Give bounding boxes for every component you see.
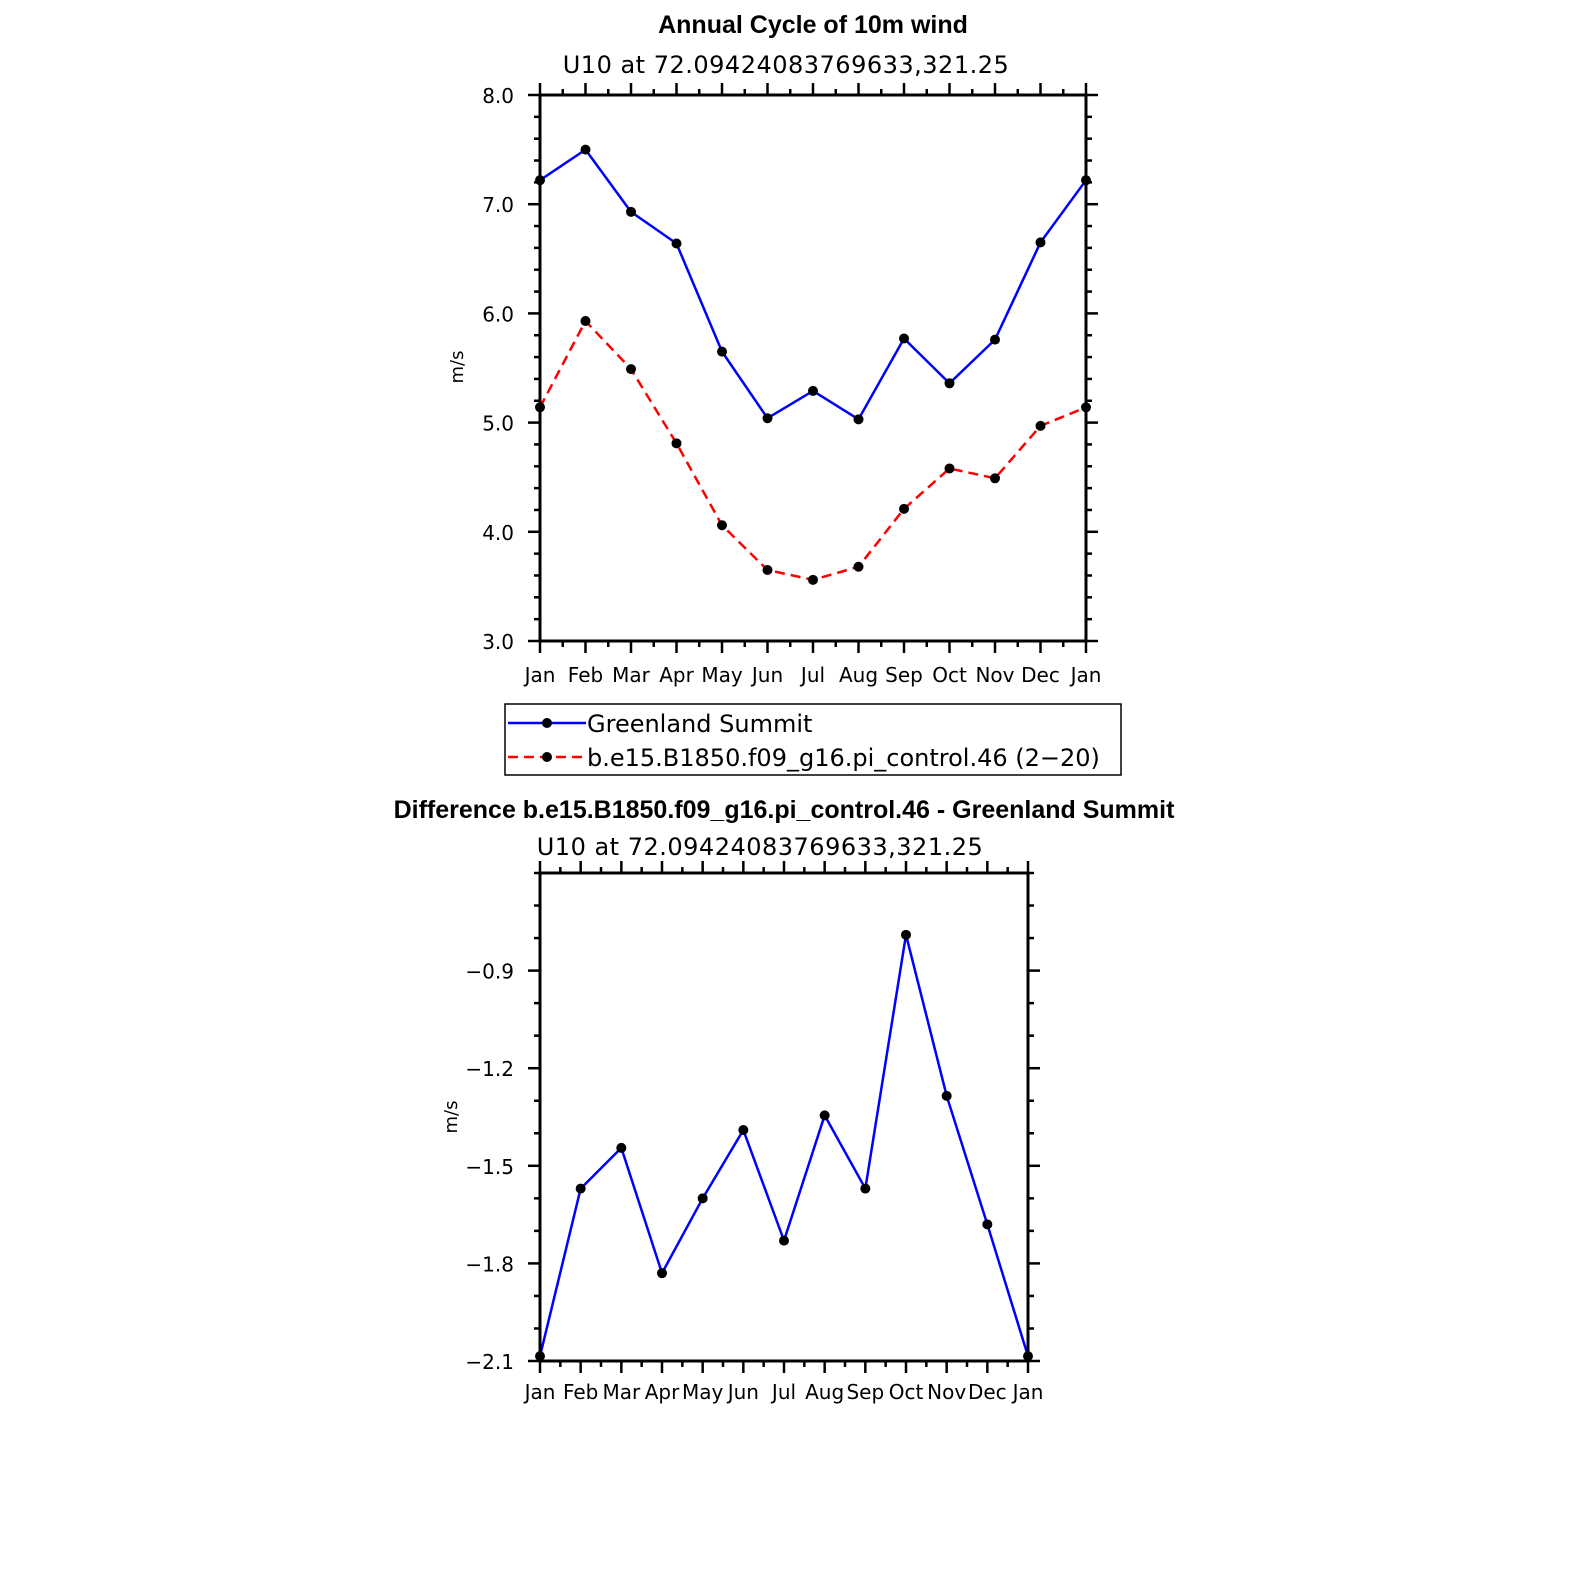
legend-frame (504, 703, 1122, 776)
data-point (941, 1090, 952, 1101)
data-point (899, 333, 909, 344)
x-tick-label: Jun (726, 1380, 759, 1404)
data-point (899, 503, 909, 514)
data-point (944, 378, 955, 389)
y-tick-label: −2.1 (465, 1350, 514, 1374)
data-point (626, 364, 636, 375)
y-tick-label: −0.9 (465, 960, 514, 984)
x-tick-label: May (701, 663, 743, 687)
series-line-1 (539, 148, 1088, 421)
chart-subtitle: U10 at 72.09424083769633,321.25 (537, 833, 984, 861)
y-tick-label: −1.2 (465, 1057, 514, 1081)
y-tick-label: 3.0 (482, 630, 514, 654)
chart-subtitle: U10 at 72.09424083769633,321.25 (563, 51, 1010, 79)
plot-frame (538, 871, 1030, 1363)
x-tick-label: Aug (839, 663, 878, 687)
data-point (697, 1193, 708, 1204)
data-point (762, 413, 773, 424)
data-point (671, 238, 682, 249)
series-line-2 (538, 319, 1087, 582)
x-tick-label: Oct (889, 1380, 924, 1404)
x-tick-label: Feb (563, 1380, 598, 1404)
x-tick-label: Jul (770, 1380, 796, 1404)
x-tick-label: Dec (1021, 663, 1060, 687)
x-tick-label: Dec (968, 1380, 1007, 1404)
data-point (944, 463, 955, 474)
data-point (616, 1142, 627, 1153)
x-tick-labels: Jan Feb Mar Apr May Jun Jul Aug Sep Oct Nov Dec Jan (523, 663, 1102, 687)
data-point (762, 565, 773, 576)
y-tick-label: 7.0 (482, 193, 514, 217)
data-point (717, 520, 727, 531)
data-point (580, 144, 591, 155)
x-tick-label: Aug (805, 1380, 844, 1404)
x-tick-label: Sep (846, 1380, 884, 1404)
y-tick-label: 8.0 (482, 84, 514, 108)
data-point (990, 473, 1000, 484)
data-point (1035, 420, 1046, 431)
y-tick-label: −1.8 (465, 1252, 514, 1276)
data-point (717, 346, 727, 357)
x-tick-label: May (682, 1380, 724, 1404)
y-tick-label: 6.0 (482, 302, 514, 326)
x-tick-label: Feb (568, 663, 603, 687)
x-tick-label: Nov (927, 1380, 966, 1404)
y-tick-label: 5.0 (482, 412, 514, 436)
legend-marker-series-1 (542, 718, 552, 728)
data-point (779, 1235, 789, 1246)
legend: Greenland Summit b.e15.B1850.f09_g16.pi_… (504, 703, 1122, 776)
data-point (738, 1125, 749, 1136)
x-tick-labels: Jan Feb Mar Apr May Jun Jul Aug Sep Oct Nov Dec Jan (523, 1380, 1044, 1404)
x-tick-label: Jun (750, 663, 783, 687)
data-point (853, 414, 864, 425)
x-tick-label: Apr (645, 1380, 680, 1404)
y-axis-label: m/s (447, 351, 468, 384)
series-group (535, 929, 1033, 1362)
data-point (982, 1219, 993, 1230)
data-point (671, 438, 682, 449)
data-point (860, 1183, 871, 1194)
data-point (808, 385, 818, 396)
y-axis-label: m/s (441, 1101, 462, 1134)
y-tick-labels: 3.0 4.0 5.0 6.0 7.0 8.0 (482, 84, 514, 654)
annual-cycle-panel: Annual Cycle of 10m wind U10 at 72.09424… (447, 11, 1101, 687)
x-tick-label: Mar (612, 663, 651, 687)
legend-marker-series-2 (542, 752, 552, 762)
data-point (819, 1110, 830, 1121)
chart-title: Difference b.e15.B1850.f09_g16.pi_contro… (394, 796, 1176, 824)
axis-ticks (528, 861, 1040, 1373)
legend-label-series-2: b.e15.B1850.f09_g16.pi_control.46 (2−20) (587, 744, 1100, 772)
data-point (990, 334, 1000, 345)
x-tick-label: Jan (523, 1380, 556, 1404)
x-tick-label: Jan (1011, 1380, 1044, 1404)
plot-frame (538, 93, 1088, 643)
data-point (626, 206, 636, 217)
legend-label-series-1: Greenland Summit (587, 710, 812, 738)
y-tick-label: −1.5 (465, 1155, 514, 1179)
difference-panel: Difference b.e15.B1850.f09_g16.pi_contro… (394, 796, 1176, 1404)
y-tick-label: 4.0 (482, 521, 514, 545)
y-tick-labels: −2.1 −1.8 −1.5 −1.2 −0.9 (465, 960, 514, 1374)
chart-title: Annual Cycle of 10m wind (658, 11, 968, 39)
data-point (575, 1183, 586, 1194)
axis-ticks (528, 83, 1098, 653)
x-tick-label: Jan (1069, 663, 1102, 687)
data-point (657, 1268, 667, 1279)
x-tick-label: Nov (975, 663, 1014, 687)
x-tick-label: Apr (659, 663, 694, 687)
series-line-1 (538, 933, 1030, 1357)
data-point (808, 574, 818, 585)
data-point (580, 316, 591, 327)
series-group (535, 144, 1091, 585)
x-tick-label: Oct (932, 663, 967, 687)
data-point (901, 929, 911, 940)
data-point (1035, 237, 1046, 248)
x-tick-label: Mar (602, 1380, 641, 1404)
x-tick-label: Jan (523, 663, 556, 687)
x-tick-label: Sep (885, 663, 923, 687)
x-tick-label: Jul (799, 663, 825, 687)
data-point (853, 561, 864, 572)
